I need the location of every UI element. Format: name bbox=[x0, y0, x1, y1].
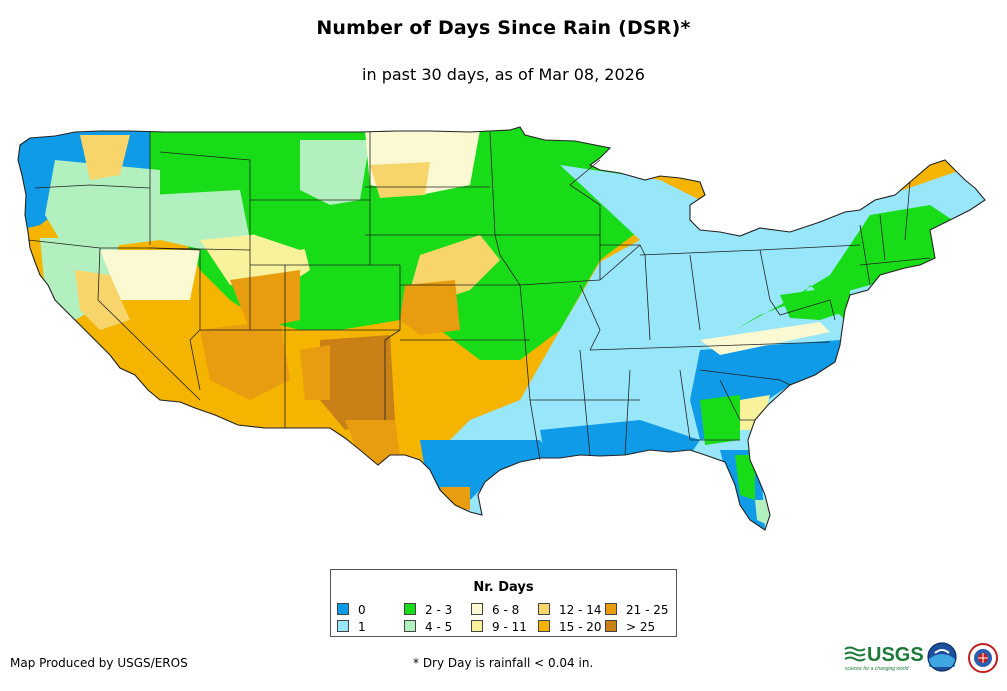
legend-item-1: 1 bbox=[337, 620, 366, 634]
legend-swatch-2-3 bbox=[404, 603, 416, 615]
legend-swatch-9-11 bbox=[471, 620, 483, 632]
noaa-logo-icon bbox=[927, 642, 957, 672]
legend-swatch-0 bbox=[337, 603, 349, 615]
state-boundaries bbox=[17, 126, 986, 531]
map-credit: Map Produced by USGS/EROS bbox=[10, 656, 188, 670]
legend-item-21-25: 21 - 25 bbox=[605, 603, 669, 617]
map-subtitle: in past 30 days, as of Mar 08, 2026 bbox=[362, 65, 645, 84]
legend: Nr. Days 0 1 2 - 3 4 - 5 6 - 8 9 - 11 12… bbox=[330, 569, 677, 637]
legend-item-gt-25: > 25 bbox=[605, 620, 655, 634]
legend-title: Nr. Days bbox=[473, 580, 534, 595]
legend-swatch-15-20 bbox=[538, 620, 550, 632]
legend-swatch-gt-25 bbox=[605, 620, 617, 632]
legend-swatch-4-5 bbox=[404, 620, 416, 632]
legend-item-6-8: 6 - 8 bbox=[471, 603, 519, 617]
legend-swatch-21-25 bbox=[605, 603, 617, 615]
agency-logos: USGS science for a changing world bbox=[843, 641, 1003, 677]
legend-swatch-6-8 bbox=[471, 603, 483, 615]
nws-logo-icon bbox=[968, 643, 998, 673]
legend-swatch-1 bbox=[337, 620, 349, 632]
legend-item-9-11: 9 - 11 bbox=[471, 620, 527, 634]
usgs-logo: USGS science for a changing world bbox=[844, 644, 924, 672]
usgs-logo-text: USGS bbox=[867, 644, 924, 666]
legend-item-12-14: 12 - 14 bbox=[538, 603, 602, 617]
legend-item-4-5: 4 - 5 bbox=[404, 620, 452, 634]
dry-day-footnote: * Dry Day is rainfall < 0.04 in. bbox=[413, 656, 594, 670]
legend-item-2-3: 2 - 3 bbox=[404, 603, 452, 617]
map-title: Number of Days Since Rain (DSR)* bbox=[316, 17, 691, 39]
legend-item-15-20: 15 - 20 bbox=[538, 620, 602, 634]
legend-item-0: 0 bbox=[337, 603, 366, 617]
dsr-color-regions bbox=[18, 127, 985, 530]
usgs-tagline: science for a changing world bbox=[845, 666, 909, 672]
legend-swatch-12-14 bbox=[538, 603, 550, 615]
